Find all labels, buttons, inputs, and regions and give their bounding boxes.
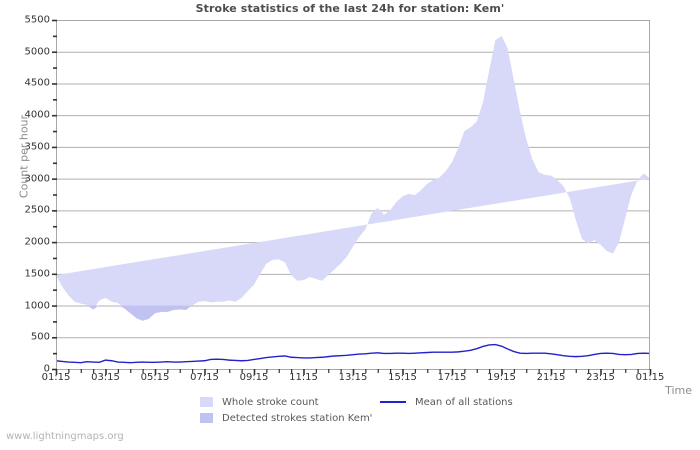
series-area-0 (56, 35, 650, 321)
legend-item[interactable]: Mean of all stations (380, 394, 513, 410)
legend-column-left: Whole stroke count Detected strokes stati… (200, 394, 372, 426)
legend-swatch (200, 413, 213, 423)
x-tick-label: 21:15 (536, 372, 566, 383)
legend-label: Detected strokes station Kem' (222, 412, 373, 424)
y-tick-label: 4000 (24, 109, 50, 121)
legend-item[interactable]: Detected strokes station Kem' (200, 410, 372, 426)
x-tick-label: 07:15 (190, 372, 219, 383)
x-tick-label: 05:15 (140, 372, 170, 383)
legend-label: Mean of all stations (415, 396, 513, 408)
legend-item[interactable]: Whole stroke count (200, 394, 372, 410)
legend-line-marker (380, 401, 406, 403)
legend-column-right: Mean of all stations (380, 394, 513, 410)
y-tick-label: 2000 (24, 236, 50, 248)
y-tick-label: 3000 (24, 173, 50, 185)
x-tick-label: 01:15 (635, 372, 665, 383)
x-tick-label: 09:15 (239, 372, 269, 383)
x-axis-title: Time (665, 384, 692, 397)
legend-label: Whole stroke count (222, 396, 319, 408)
legend-swatch (200, 397, 213, 407)
y-tick-label: 5000 (24, 46, 50, 58)
x-tick-label: 23:15 (586, 372, 615, 383)
series-line-2 (55, 343, 651, 364)
x-tick-label: 11:15 (289, 372, 318, 383)
y-tick-label: 4500 (24, 77, 50, 89)
source-watermark: www.lightningmaps.org (6, 431, 124, 442)
y-tick-label: 3500 (24, 141, 50, 153)
x-tick-label: 01:15 (41, 372, 71, 383)
x-tick-label: 13:15 (338, 372, 368, 383)
y-tick-label: 500 (30, 331, 50, 343)
y-tick-label: 0 (43, 363, 50, 375)
chart-title: Stroke statistics of the last 24h for st… (195, 2, 505, 15)
x-tick-label: 03:15 (91, 372, 120, 383)
y-tick-label: 1500 (24, 268, 50, 280)
y-tick-label: 1000 (24, 300, 50, 312)
x-tick-label: 15:15 (388, 372, 417, 383)
x-tick-label: 17:15 (437, 372, 467, 383)
x-tick-label: 19:15 (487, 372, 516, 383)
chart-legend: Whole stroke count Detected strokes stati… (0, 394, 700, 428)
y-tick-label: 2500 (24, 204, 50, 216)
y-tick-label: 5500 (24, 14, 50, 26)
